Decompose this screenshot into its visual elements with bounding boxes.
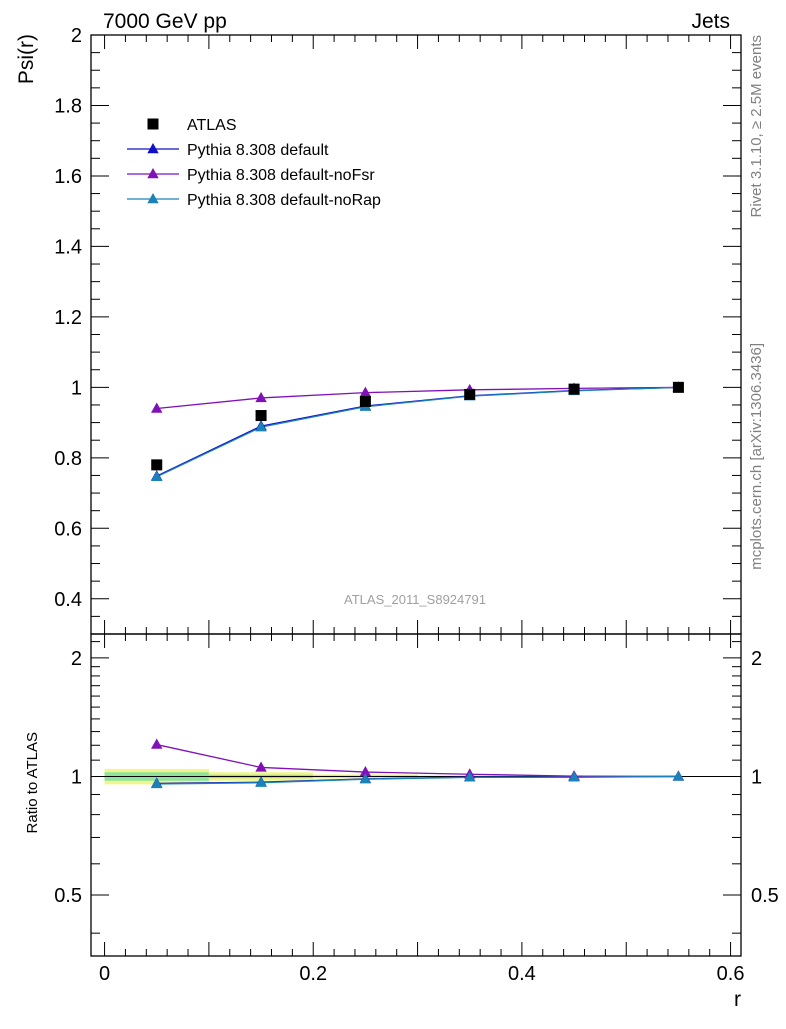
x-tick-label: 0.6 [717, 963, 745, 985]
rivet-label: Rivet 3.1.10, ≥ 2.5M events [748, 35, 765, 218]
main-y-tick-label: 1.6 [54, 166, 82, 188]
main-series-point-2 [151, 471, 162, 481]
ratio-y-tick-label-left: 0.5 [54, 885, 82, 907]
main-y-tick-label: 1 [71, 377, 82, 399]
main-y-tick-label: 1.2 [54, 307, 82, 329]
main-y-tick-label: 0.4 [54, 589, 82, 611]
legend-marker-atlas [148, 119, 159, 130]
ratio-series-line-1 [157, 745, 679, 777]
atlas-data-point [151, 459, 162, 470]
legend-label-atlas: ATLAS [187, 117, 237, 134]
ratio-y-tick-label-right: 2 [751, 648, 762, 670]
legend-marker-1 [147, 168, 158, 178]
legend-label-1: Pythia 8.308 default-noFsr [187, 167, 375, 184]
mcplots-label: mcplots.cern.ch [arXiv:1306.3436] [748, 343, 765, 570]
legend-label-0: Pythia 8.308 default [187, 142, 329, 159]
ratio-series-point-2 [673, 770, 684, 780]
ratio-plot-frame [91, 634, 741, 956]
ratio-y-tick-label-right: 0.5 [751, 885, 779, 907]
x-tick-label: 0.4 [508, 963, 536, 985]
atlas-data-point [569, 384, 580, 395]
main-y-tick-label: 2 [71, 25, 82, 47]
x-tick-label: 0.2 [299, 963, 327, 985]
atlas-data-point [673, 382, 684, 393]
atlas-data-point [464, 389, 475, 400]
main-series-point-1 [360, 387, 371, 397]
x-axis-label: r [734, 988, 741, 1011]
main-y-tick-label: 1.4 [54, 236, 82, 258]
ratio-ylabel: Ratio to ATLAS [24, 732, 41, 833]
main-y-tick-label: 1.8 [54, 95, 82, 117]
legend-marker-2 [147, 193, 158, 203]
main-y-tick-label: 0.6 [54, 518, 82, 540]
header-left: 7000 GeV pp [103, 10, 227, 33]
main-ylabel: Psi(r) [15, 34, 38, 84]
ratio-series-point-1 [151, 739, 162, 749]
atlas-data-point [256, 410, 267, 421]
main-y-tick-label: 0.8 [54, 448, 82, 470]
header-right: Jets [691, 10, 730, 33]
ratio-y-tick-label-right: 1 [751, 766, 762, 788]
x-tick-label: 0 [99, 963, 110, 985]
watermark-label: ATLAS_2011_S8924791 [344, 592, 486, 607]
main-series-point-1 [255, 392, 266, 402]
ratio-y-tick-label-left: 2 [71, 648, 82, 670]
ratio-y-tick-label-left: 1 [71, 766, 82, 788]
legend-marker-0 [147, 143, 158, 153]
atlas-data-point [360, 396, 371, 407]
legend-label-2: Pythia 8.308 default-noRap [187, 192, 381, 209]
